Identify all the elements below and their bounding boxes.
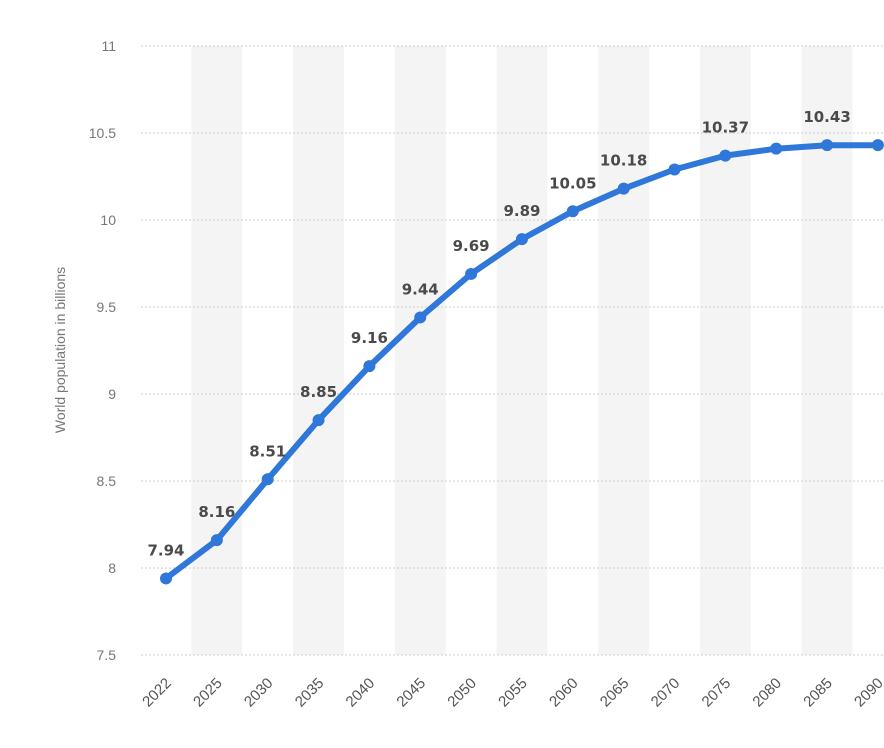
data-point-2065 bbox=[617, 182, 630, 195]
y-tick-label: 9 bbox=[108, 386, 116, 402]
band-2035 bbox=[293, 46, 344, 655]
data-label-2025: 8.16 bbox=[198, 503, 235, 521]
x-tick-label: 2080 bbox=[749, 675, 785, 711]
data-point-2030 bbox=[261, 473, 274, 486]
x-tick-label: 2045 bbox=[393, 675, 429, 711]
data-point-2070 bbox=[668, 163, 681, 176]
x-tick-label: 2040 bbox=[343, 675, 379, 711]
data-point-2025 bbox=[210, 534, 223, 547]
data-labels: 7.948.168.518.859.169.449.699.8910.0510.… bbox=[147, 108, 850, 559]
alternating-bands bbox=[191, 46, 853, 655]
data-point-2085 bbox=[821, 139, 834, 152]
x-tick-label: 2022 bbox=[139, 675, 175, 711]
band-2045 bbox=[394, 46, 446, 655]
data-point-2045 bbox=[414, 311, 427, 324]
x-axis-ticks: 2022 2025 2030 2035 2040 2045 2050 2055 2060 2065… bbox=[139, 675, 884, 711]
x-tick-label: 2035 bbox=[292, 675, 328, 711]
y-axis-ticks: 7.5 8 8.5 9 9.5 10 10.5 11 bbox=[89, 38, 116, 663]
data-label-2022: 7.94 bbox=[147, 541, 184, 559]
data-label-2040: 9.16 bbox=[351, 329, 388, 347]
data-point-2060 bbox=[566, 205, 579, 218]
data-label-2030: 8.51 bbox=[249, 442, 286, 460]
x-tick-label: 2025 bbox=[190, 675, 226, 711]
y-tick-label: 10.5 bbox=[89, 125, 116, 141]
band-2075 bbox=[699, 46, 751, 655]
y-tick-label: 10 bbox=[100, 212, 116, 228]
y-tick-label: 8.5 bbox=[97, 473, 117, 489]
x-tick-label: 2085 bbox=[800, 675, 836, 711]
data-point-2080 bbox=[770, 142, 783, 155]
data-point-2040 bbox=[363, 360, 376, 373]
x-tick-label: 2060 bbox=[546, 675, 582, 711]
x-tick-label: 2030 bbox=[241, 675, 277, 711]
y-tick-label: 11 bbox=[101, 38, 116, 54]
data-label-2050: 9.69 bbox=[453, 237, 490, 255]
band-2085 bbox=[801, 46, 853, 655]
x-tick-label: 2055 bbox=[495, 675, 531, 711]
data-label-2075: 10.37 bbox=[702, 119, 749, 137]
data-label-2035: 8.85 bbox=[300, 383, 337, 401]
band-2025 bbox=[191, 46, 243, 655]
data-label-2085: 10.43 bbox=[803, 108, 850, 126]
x-tick-label: 2065 bbox=[597, 675, 633, 711]
data-points bbox=[160, 139, 884, 585]
data-label-2065: 10.18 bbox=[600, 152, 647, 170]
y-tick-label: 8 bbox=[108, 560, 116, 576]
data-point-2075 bbox=[719, 149, 732, 162]
x-tick-label: 2050 bbox=[444, 675, 480, 711]
x-tick-label: 2070 bbox=[648, 675, 684, 711]
data-point-2090 bbox=[871, 139, 884, 152]
x-tick-label: 2075 bbox=[699, 675, 735, 711]
band-2065 bbox=[598, 46, 650, 655]
data-label-2060: 10.05 bbox=[549, 174, 596, 192]
y-tick-label: 7.5 bbox=[97, 647, 117, 663]
x-tick-label: 2090 bbox=[851, 675, 884, 711]
band-2055 bbox=[496, 46, 548, 655]
data-point-2022 bbox=[160, 572, 172, 585]
data-point-2035 bbox=[312, 414, 325, 427]
data-label-2045: 9.44 bbox=[402, 280, 439, 298]
y-tick-label: 9.5 bbox=[97, 299, 117, 315]
data-label-2055: 9.89 bbox=[503, 202, 540, 220]
data-point-2055 bbox=[515, 233, 528, 246]
y-axis-label: World population in billions bbox=[52, 267, 68, 433]
data-point-2050 bbox=[465, 267, 478, 280]
